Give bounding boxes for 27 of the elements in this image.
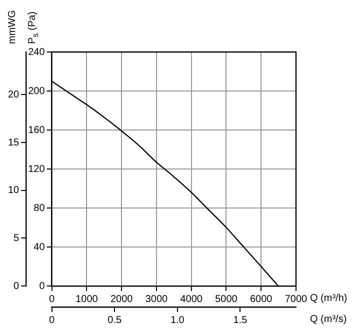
x-tick-label: 1000 (76, 294, 98, 305)
y2-tick-label: 5 (14, 232, 20, 244)
y2-tick-label: 10 (8, 185, 20, 196)
y-tick-label: 40 (34, 242, 46, 253)
y-tick-label: 120 (28, 164, 46, 175)
y-tick-label: 240 (28, 46, 46, 58)
x-tick-label: 6000 (250, 294, 273, 305)
x-tick-label: 7000 (284, 294, 308, 305)
x2-tick-label: 0.5 (108, 314, 122, 326)
y-tick-label: 80 (34, 202, 46, 214)
y2-axis-title: mmWG (7, 10, 18, 44)
y-tick-label: 200 (28, 86, 46, 97)
x-tick-label: 2000 (110, 294, 134, 305)
x2-tick-label: 1.5 (233, 314, 248, 326)
x-tick-label: 0 (49, 294, 56, 305)
x2-tick-label: 0 (49, 314, 56, 326)
x-tick-label: 4000 (180, 294, 203, 305)
x2-axis-title: Q (m³/s) (310, 314, 347, 325)
y2-tick-label: 0 (14, 280, 20, 292)
x-axis-title: Q (m³/h) (310, 293, 348, 304)
y-tick-label: 160 (28, 124, 46, 136)
x-tick-label: 3000 (145, 294, 168, 305)
y2-tick-label: 20 (8, 89, 20, 100)
y2-tick-label: 15 (8, 137, 20, 148)
y-tick-label: 0 (39, 280, 46, 292)
x2-tick-label: 1.0 (170, 314, 185, 326)
x-tick-label: 5000 (215, 294, 238, 305)
